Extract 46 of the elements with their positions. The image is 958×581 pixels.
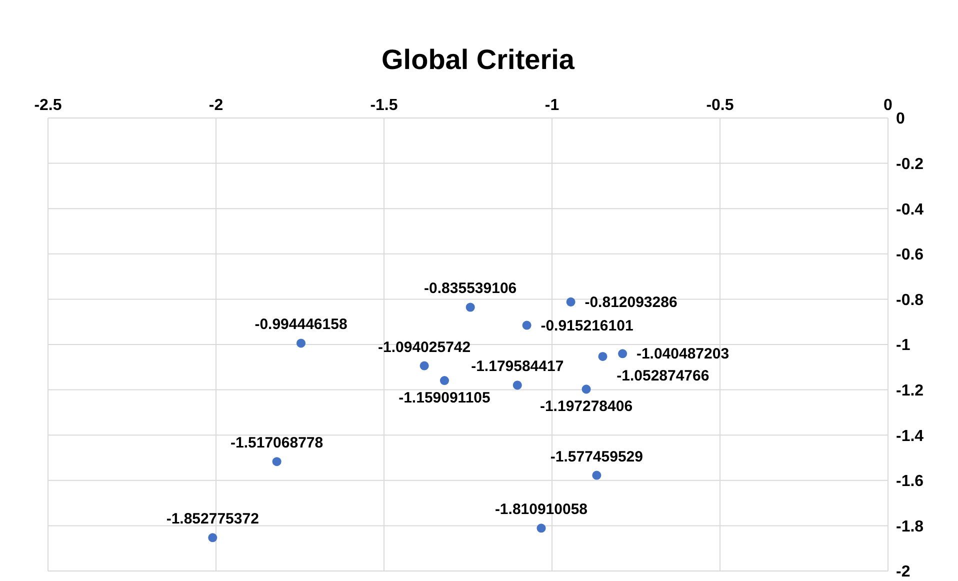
point [296,338,306,348]
y-tick-label: -2 [896,564,910,581]
x-tick-label: -2 [208,97,224,114]
point [208,533,218,542]
point [512,380,522,390]
y-tick-label: -1 [896,337,910,354]
data-label: -1.577459529 [550,448,643,466]
data-label: -0.994446158 [254,316,348,334]
x-tick-label: -2.5 [34,97,62,114]
data-label: -1.052874766 [616,367,710,384]
y-tick-label: 0 [896,110,905,128]
data-label: -1.810910058 [494,501,588,518]
point [618,349,628,358]
point [536,524,546,533]
y-tick-label: -1.4 [896,428,924,445]
data-label: -1.517068778 [230,434,324,452]
point [592,470,602,480]
x-tick-label: -0.5 [706,97,734,114]
data-label: -1.197278406 [540,398,633,416]
x-tick-label: 0 [884,97,893,114]
data-label: -1.159091105 [398,390,490,407]
data-label: -1.852775372 [166,510,259,528]
point [420,361,429,370]
point [598,352,608,361]
x-tick-label: -1 [544,97,560,114]
y-tick-label: -0.2 [896,156,924,173]
data-label: -0.835539106 [424,280,517,298]
point [440,376,449,386]
point [582,384,591,394]
data-label: -0.812093286 [584,294,678,311]
data-label: -1.040487203 [636,346,730,363]
y-tick-label: -1.8 [896,518,924,536]
point [466,302,475,312]
data-label: -0.915216101 [540,317,634,334]
y-tick-label: -1.6 [896,473,924,490]
point [566,297,576,306]
data-label: -1.094025742 [378,338,471,356]
data-label: -1.179584417 [471,358,564,376]
point [272,457,282,466]
y-tick-label: -0.8 [896,292,924,309]
chart-title: Global Criteria [380,44,576,76]
y-tick-label: -0.4 [896,201,924,218]
x-tick-label: -1.5 [370,97,398,114]
y-tick-label: -0.6 [896,246,924,264]
y-tick-label: -1.2 [896,382,924,400]
point [522,320,532,330]
